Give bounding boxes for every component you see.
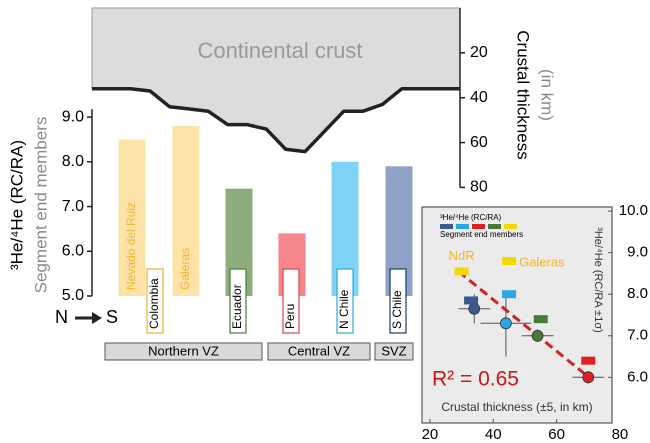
y-tick-label: 7.0 (627, 327, 648, 344)
segment-label: Peru (283, 304, 297, 329)
point (468, 302, 481, 315)
y-tick-label: 8.0 (627, 285, 648, 302)
legend-swatch (440, 224, 453, 229)
y-tick-label: 9.0 (627, 244, 648, 261)
x-tick-label: 20 (422, 426, 439, 443)
segment-box (389, 268, 407, 334)
y-axis-label: ³He/⁴He (RC/RA ±1σ) (592, 227, 604, 333)
region-box (267, 342, 371, 361)
direction-start: N (55, 307, 68, 327)
region-box (374, 342, 414, 361)
region-label: Central VZ (288, 343, 350, 358)
fit-line (457, 270, 593, 381)
y2-tick-label: 40 (470, 89, 488, 106)
segment-label: S Chile (390, 290, 404, 329)
bar-label: Nevado del Ruiz (124, 202, 138, 290)
x-tick-label: 80 (612, 426, 629, 443)
crust-area (91, 7, 461, 153)
legend-swatch (488, 224, 501, 229)
bar (172, 126, 200, 297)
end-member (464, 296, 479, 305)
region-box (104, 342, 263, 361)
end-member (454, 267, 469, 276)
y-tick-label: 7.0 (62, 198, 84, 215)
legend-swatch (472, 224, 485, 229)
segment-box (336, 268, 354, 334)
legend-swatch (504, 224, 517, 229)
y2-tick-label: 20 (470, 44, 488, 61)
fit-annotation: R² = 0.65 (432, 368, 519, 391)
segment-label: Ecuador (230, 284, 244, 329)
direction-end: S (106, 307, 118, 327)
y2-axis-label: Crustal thickness (514, 30, 533, 159)
y-tick-label: 8.0 (62, 153, 84, 170)
y2-tick-label: 60 (470, 134, 488, 151)
x-axis-label: Crustal thickness (±5, in km) (441, 400, 592, 414)
point-label: NdR (449, 248, 475, 263)
x-tick-label: 60 (548, 426, 565, 443)
direction-arrowhead (92, 312, 102, 324)
y-tick-label: 5.0 (62, 287, 84, 304)
segment-box (229, 268, 247, 334)
bar (118, 139, 146, 296)
point-label: Galeras (519, 254, 565, 269)
y-tick-label: 10.0 (619, 202, 648, 219)
x-tick-label: 40 (485, 426, 502, 443)
end-member (502, 257, 517, 265)
end-member (502, 290, 517, 299)
inset-frame (421, 206, 613, 424)
segment-label: N Chile (337, 289, 351, 329)
y-tick-label: 6.0 (627, 368, 648, 385)
y-tick-label: 6.0 (62, 242, 84, 259)
y-axis-label: ³He/⁴He (RC/RA) (7, 140, 26, 270)
end-member (533, 315, 548, 324)
y-axis-sublabel: Segment end members (31, 117, 50, 294)
crust-label: Continental crust (197, 38, 362, 63)
y-tick-label: 9.0 (62, 108, 84, 125)
bar-label: Galeras (178, 248, 192, 290)
segment-box (146, 268, 164, 334)
point (500, 317, 512, 330)
segment-label: Colombia (147, 278, 161, 329)
segment-box (282, 268, 300, 334)
y2-axis-sublabel: (in km) (538, 69, 557, 121)
end-member (581, 356, 596, 365)
point (531, 329, 544, 342)
point (582, 371, 595, 384)
crust-profile (92, 86, 460, 154)
region-label: Northern VZ (148, 343, 219, 358)
legend-title: ³He/⁴He (RC/RA) (440, 213, 502, 222)
legend-swatch (456, 224, 469, 229)
region-label: SVZ (381, 343, 406, 358)
y2-tick-label: 80 (470, 179, 488, 196)
legend-entry: Segment end members (440, 230, 523, 239)
